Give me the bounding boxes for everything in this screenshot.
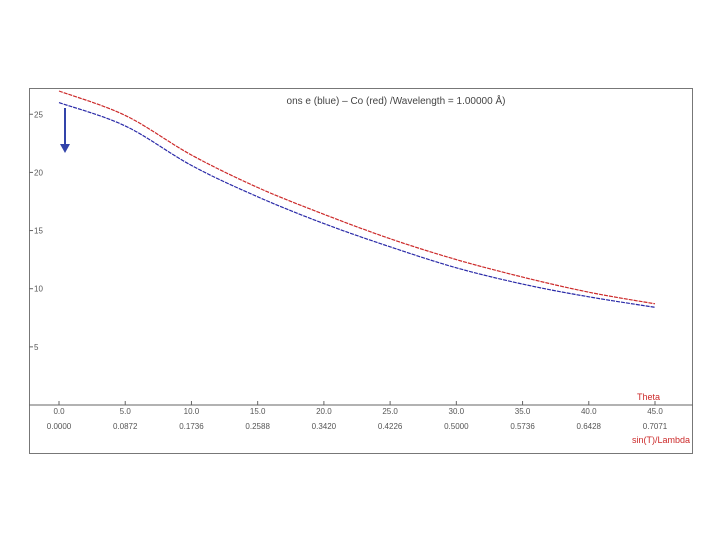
x-tick-label-secondary: 0.6428 <box>577 422 602 431</box>
x-tick-label: 30.0 <box>449 407 465 416</box>
x-tick-label-secondary: 0.3420 <box>312 422 337 431</box>
x-tick-label: 20.0 <box>316 407 332 416</box>
x-tick-label: 0.0 <box>53 407 65 416</box>
y-tick-label: 10 <box>34 285 43 294</box>
series-line-blue <box>58 102 656 308</box>
x-tick-label-secondary: 0.5000 <box>444 422 469 431</box>
chart-title: ons e (blue) – Co (red) /Wavelength = 1.… <box>287 94 506 107</box>
x-axis-label-theta: Theta <box>637 392 660 402</box>
y-tick-label: 25 <box>34 110 43 119</box>
y-tick-label: 15 <box>34 227 43 236</box>
x-tick-label-secondary: 0.0000 <box>47 422 72 431</box>
arrow-head <box>60 144 70 153</box>
series-lines <box>58 90 656 308</box>
x-tick-label: 45.0 <box>647 407 663 416</box>
series-line-red <box>58 90 656 305</box>
x-axis-ticks: 0.0 0.0000 5.0 0.0872 10.0 0.1736 15.0 0.2588 20… <box>47 401 668 431</box>
plot-border <box>29 88 693 454</box>
x-tick-label-secondary: 0.7071 <box>643 422 668 431</box>
x-tick-label: 40.0 <box>581 407 597 416</box>
x-tick-label: 5.0 <box>120 407 132 416</box>
x-tick-label-secondary: 0.4226 <box>378 422 403 431</box>
x-tick-label: 10.0 <box>184 407 200 416</box>
x-tick-label: 35.0 <box>515 407 531 416</box>
x-tick-label: 25.0 <box>382 407 398 416</box>
y-tick-label: 5 <box>34 343 39 352</box>
x-tick-label-secondary: 0.0872 <box>113 422 138 431</box>
x-tick-label-secondary: 0.5736 <box>510 422 535 431</box>
y-axis-ticks: 5 10 15 20 25 <box>29 110 43 352</box>
x-tick-label-secondary: 0.1736 <box>179 422 204 431</box>
annotation-arrow <box>60 108 70 153</box>
chart-plot: ons e (blue) – Co (red) /Wavelength = 1.… <box>29 88 693 454</box>
x-tick-label-secondary: 0.2588 <box>245 422 270 431</box>
y-tick-label: 20 <box>34 168 43 177</box>
x-axis-label-sinT-lambda: sin(T)/Lambda <box>632 435 690 445</box>
x-tick-label: 15.0 <box>250 407 266 416</box>
